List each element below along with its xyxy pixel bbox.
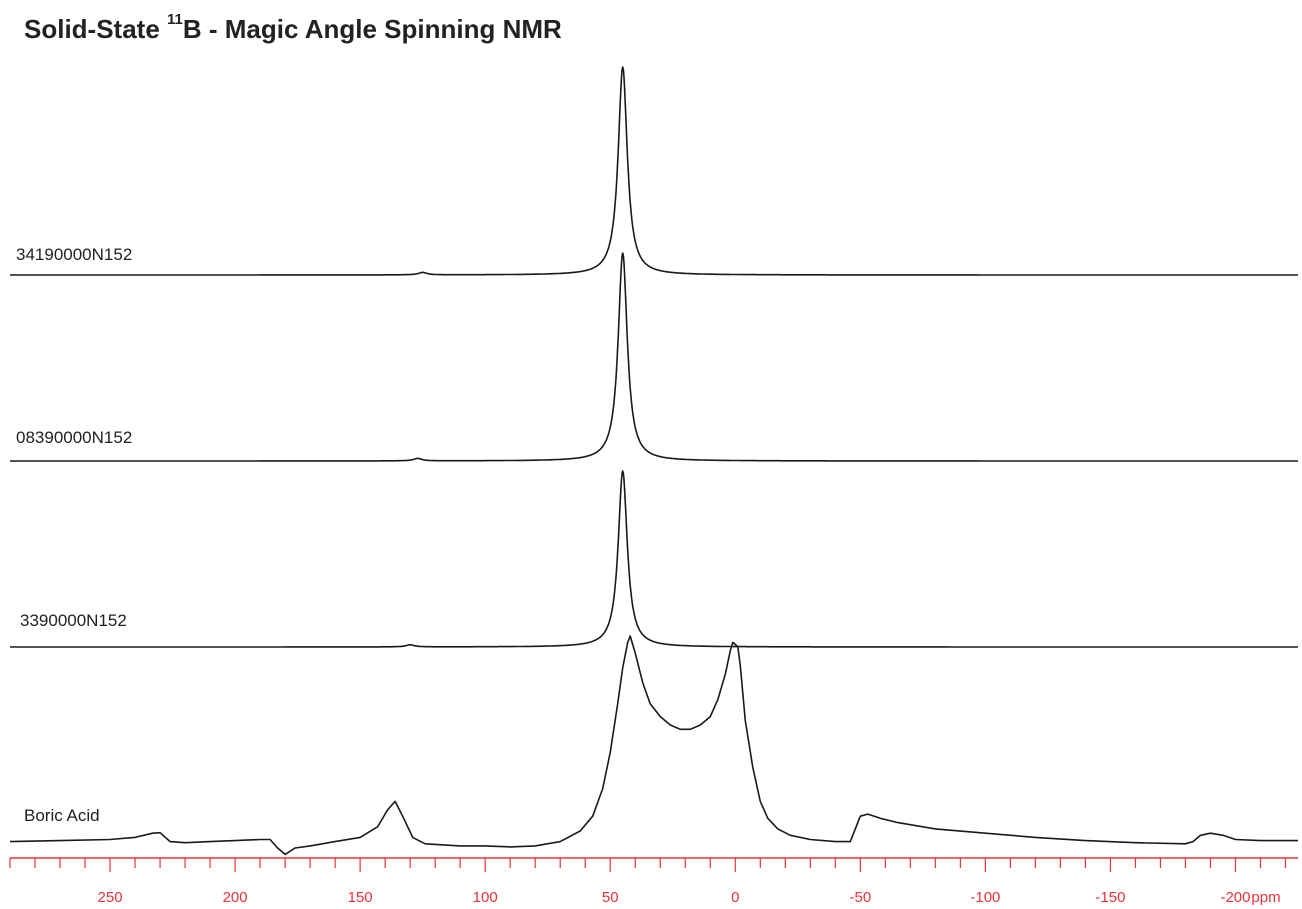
x-tick-label: -150 [1095,889,1125,906]
trace-label-2: 3390000N152 [20,611,127,630]
x-tick-label: 150 [348,889,373,906]
spectrum-trace-2 [9,470,1299,648]
spectrum-trace-1 [9,252,1299,462]
x-tick-label: 50 [602,889,619,906]
trace-label-1: 08390000N152 [16,428,132,447]
chart-title: Solid-State 11B - Magic Angle Spinning N… [24,11,562,45]
x-axis-label: ppm [1251,889,1280,906]
chart-title-rest: B - Magic Angle Spinning NMR [182,14,562,44]
x-axis: 250 200 150 100 50 0 -50 -100 -150 -200 ppm [9,857,1298,906]
x-tick-label: -100 [970,889,1000,906]
x-tick-label: 250 [98,889,123,906]
trace-label-3: Boric Acid [24,806,100,825]
x-tick-label: 200 [223,889,248,906]
spectra-traces [9,66,1299,856]
x-tick-label: 0 [731,889,739,906]
trace-label-0: 34190000N152 [16,245,132,264]
spectrum-trace-3 [9,635,1298,856]
x-tick-label: 100 [473,889,498,906]
spectrum-trace-0 [9,66,1299,276]
chart-title-superscript: 11 [167,11,183,29]
spectra-labels: 34190000N152 08390000N152 3390000N152 Boric… [16,245,132,825]
x-tick-label: -200 [1220,889,1250,906]
x-tick-label: -50 [849,889,871,906]
chart-title-main: Solid-State [24,14,168,44]
